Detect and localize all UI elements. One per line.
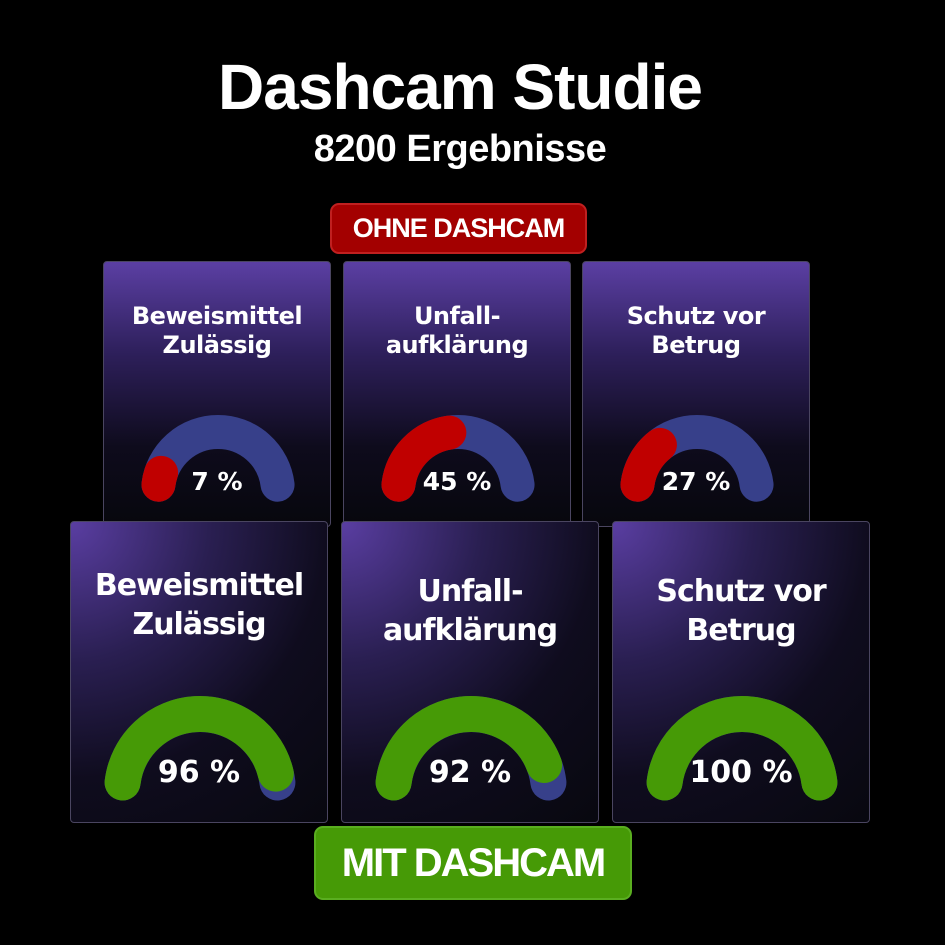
gauge-value: 7 % (191, 467, 243, 496)
gauge-value: 100 % (689, 755, 793, 790)
with-card: Schutz vor Betrug 100 % (612, 521, 870, 823)
card-label: Unfall- aufklärung (382, 574, 558, 648)
card-label: Schutz vor Betrug (626, 302, 766, 359)
gauge-value: 45 % (422, 467, 492, 496)
gauge (375, 696, 567, 801)
gauge-value: 96 % (157, 755, 241, 790)
gauge-fill (620, 427, 677, 502)
gauge (104, 696, 296, 801)
gauge (141, 415, 295, 502)
without-card: Unfall- aufklärung 45 % (343, 261, 571, 527)
gauge-fill (104, 696, 294, 801)
with-card: Unfall- aufklärung 92 % (341, 521, 599, 823)
gauge (381, 415, 535, 502)
without-card: Schutz vor Betrug 27 % (582, 261, 810, 527)
gauge-fill (141, 455, 179, 502)
without-dashcam-label: OHNE DASHCAM (330, 203, 587, 254)
gauge-value: 92 % (428, 755, 512, 790)
gauge (620, 415, 774, 502)
with-dashcam-label: MIT DASHCAM (314, 826, 632, 900)
page-subtitle: 8200 Ergebnisse (313, 128, 607, 170)
gauge-value: 27 % (661, 467, 731, 496)
card-label: Beweismittel Zulässig (131, 302, 303, 359)
with-card: Beweismittel Zulässig 96 % (70, 521, 328, 823)
card-label: Beweismittel Zulässig (94, 568, 304, 642)
gauge (646, 696, 838, 801)
card-label: Schutz vor Betrug (656, 574, 826, 648)
gauge-fill (375, 696, 563, 801)
card-label: Unfall- aufklärung (385, 302, 529, 359)
gauge-fill (381, 415, 467, 502)
page-title: Dashcam Studie (218, 51, 703, 123)
without-card: Beweismittel Zulässig 7 % (103, 261, 331, 527)
gauge-fill (646, 696, 838, 801)
